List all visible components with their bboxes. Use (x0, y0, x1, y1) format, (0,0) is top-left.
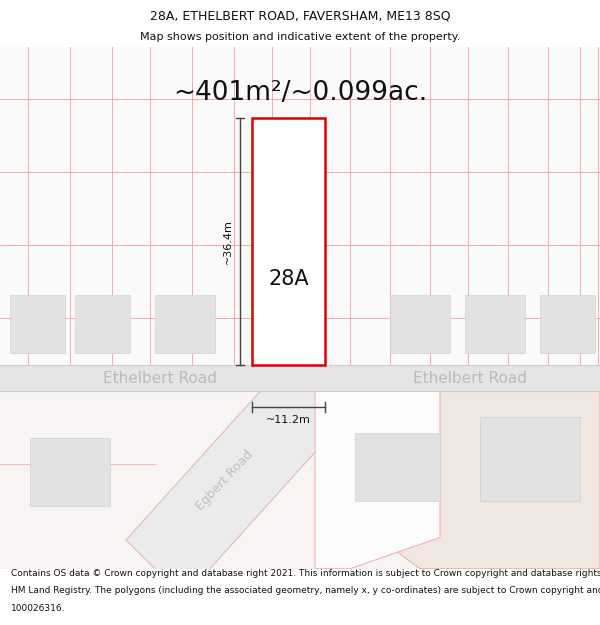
Bar (0, 47, 600, 365)
Text: 28A, ETHELBERT ROAD, FAVERSHAM, ME13 8SQ: 28A, ETHELBERT ROAD, FAVERSHAM, ME13 8SQ (149, 9, 451, 22)
Bar (75, 295, 130, 352)
Text: 100026316.: 100026316. (11, 604, 65, 613)
Text: Egbert Road: Egbert Road (194, 448, 256, 512)
Text: Contains OS data © Crown copyright and database right 2021. This information is : Contains OS data © Crown copyright and d… (11, 569, 600, 578)
Bar (0, 391, 600, 569)
Text: ~36.4m: ~36.4m (223, 219, 233, 264)
Text: 28A: 28A (268, 269, 309, 289)
Polygon shape (315, 391, 440, 569)
Text: Ethelbert Road: Ethelbert Road (103, 371, 217, 386)
Bar (465, 295, 525, 352)
Text: ~401m²/~0.099ac.: ~401m²/~0.099ac. (173, 80, 427, 106)
Text: Map shows position and indicative extent of the property.: Map shows position and indicative extent… (140, 32, 460, 42)
Bar (252, 118, 325, 365)
Bar (390, 295, 450, 352)
Bar (155, 295, 215, 352)
Bar (540, 295, 595, 352)
Polygon shape (126, 362, 344, 598)
Text: Ethelbert Road: Ethelbert Road (413, 371, 527, 386)
Polygon shape (350, 391, 600, 569)
Text: HM Land Registry. The polygons (including the associated geometry, namely x, y c: HM Land Registry. The polygons (includin… (11, 586, 600, 596)
Bar (355, 433, 440, 501)
Bar (480, 418, 580, 501)
Bar (10, 295, 65, 352)
Text: ~11.2m: ~11.2m (266, 416, 311, 426)
Bar (0, 365, 600, 391)
Bar (30, 438, 110, 506)
